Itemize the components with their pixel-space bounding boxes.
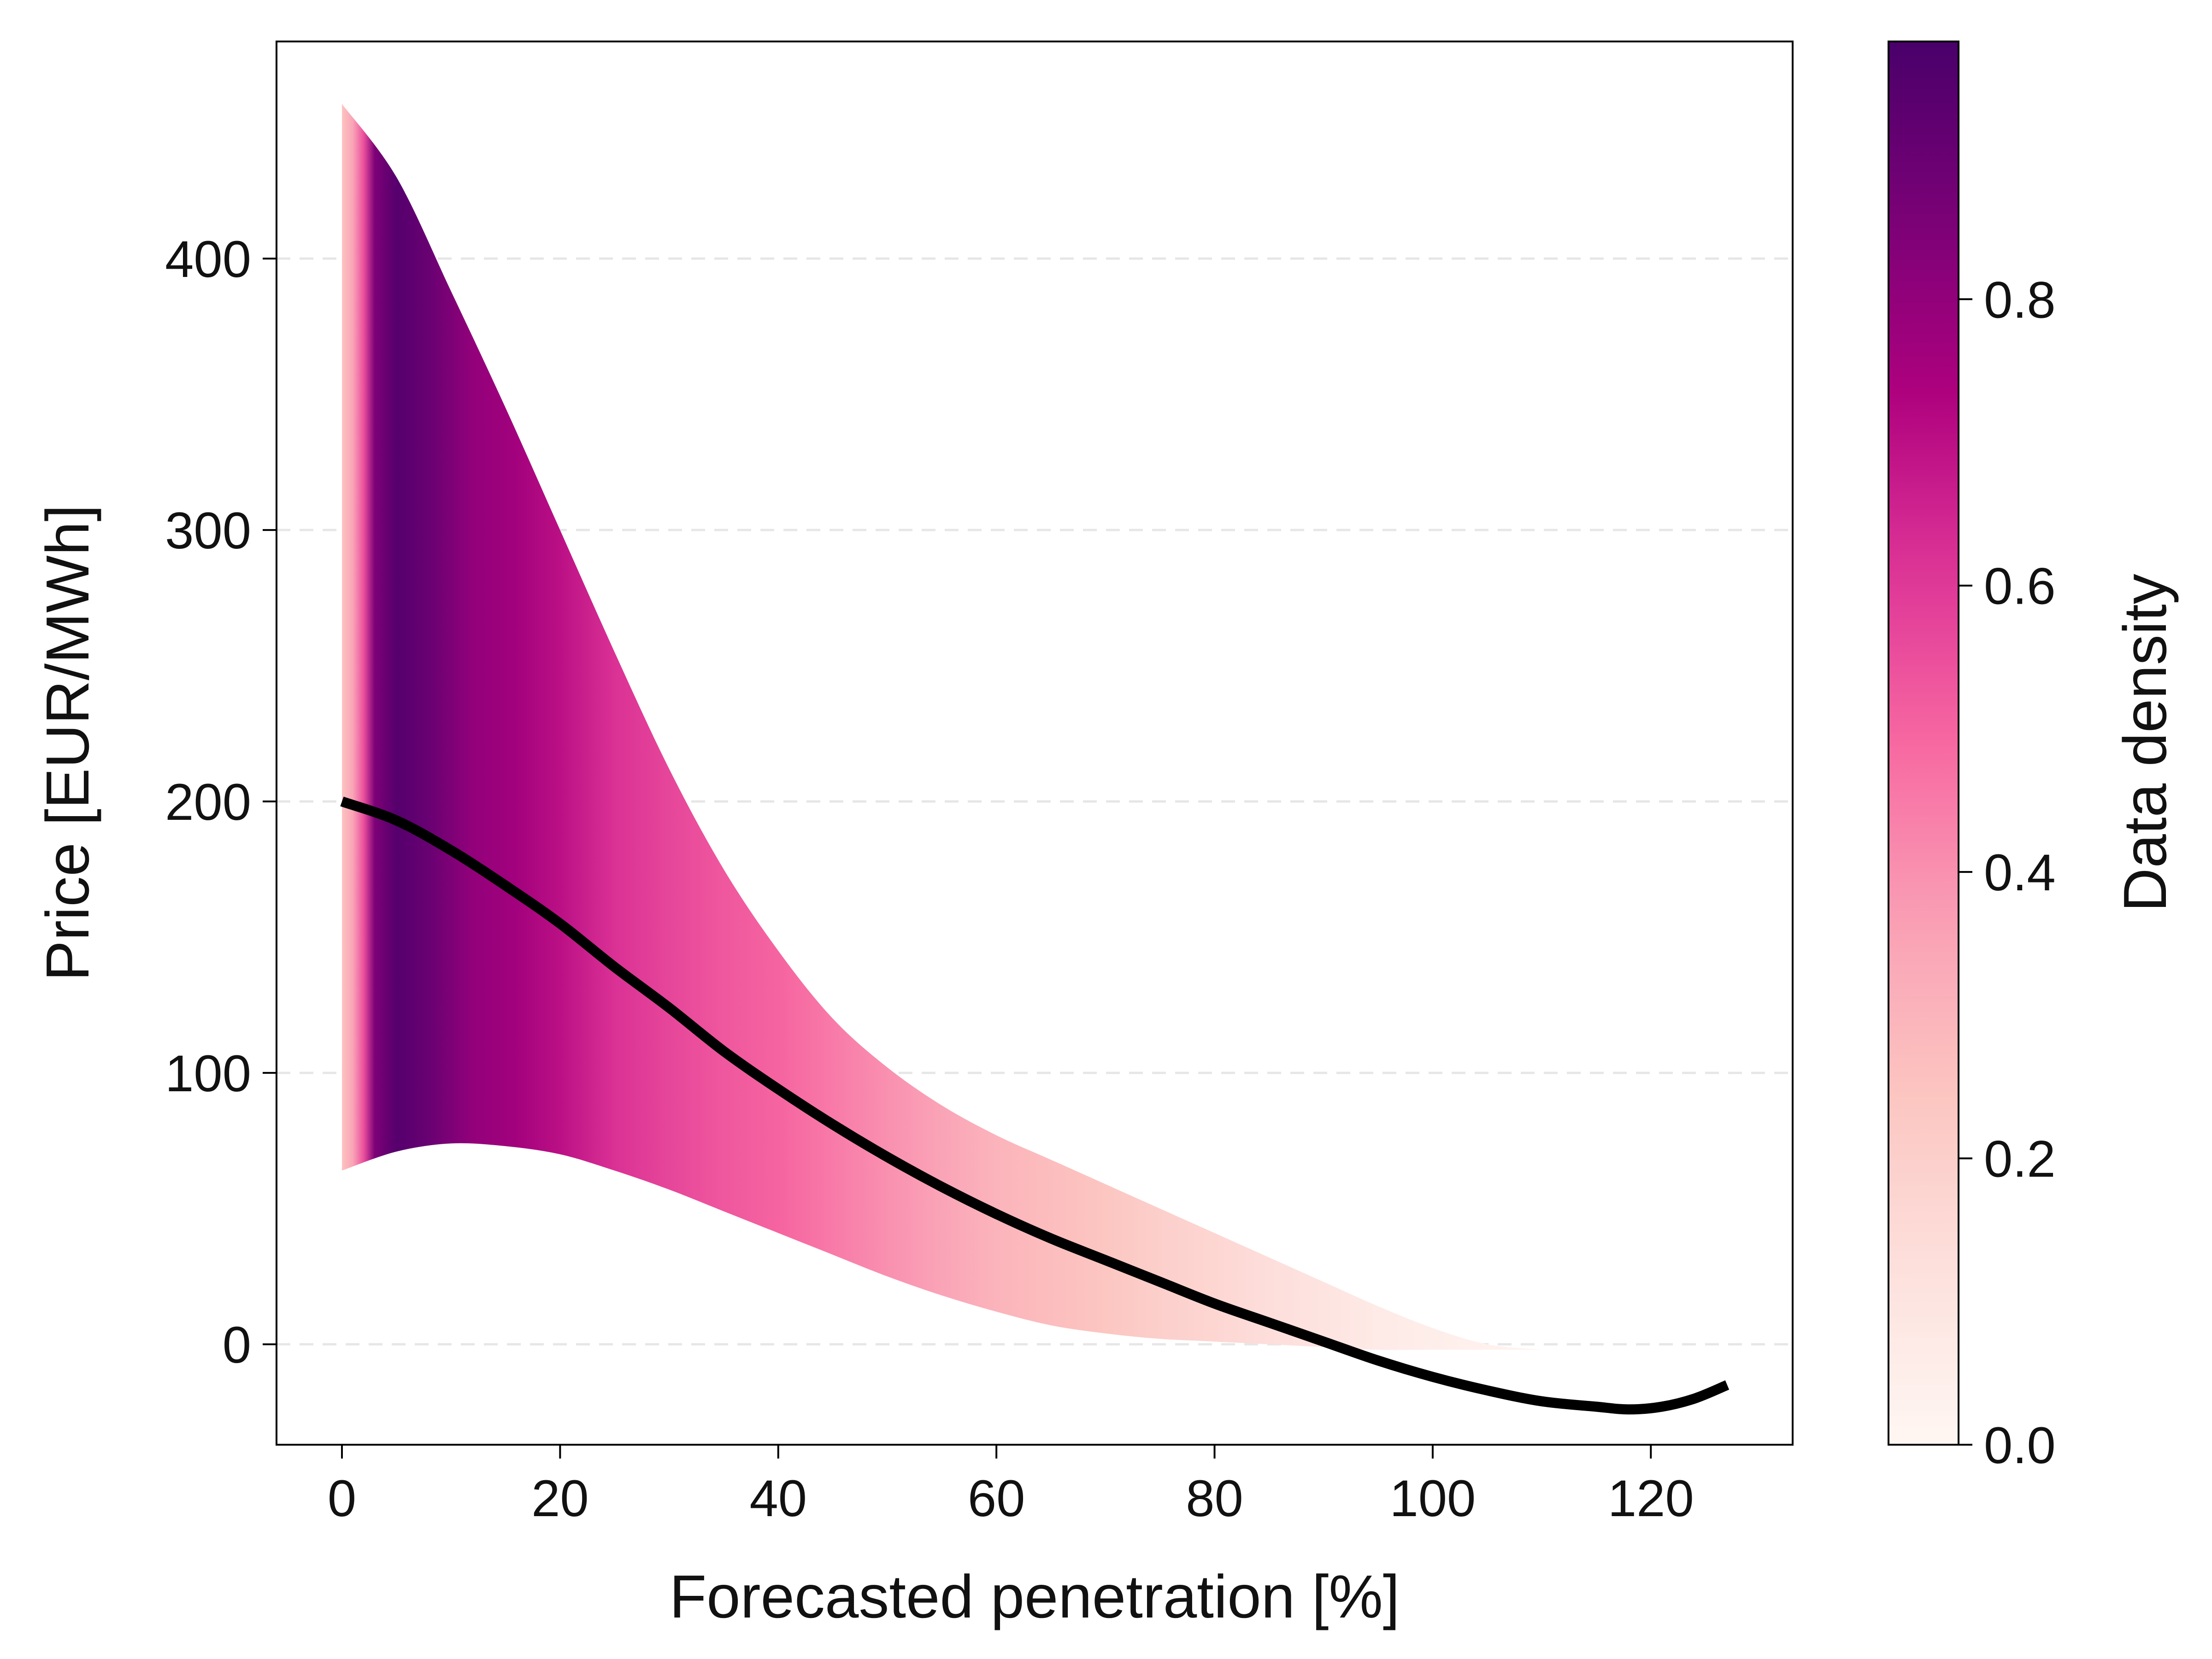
x-tick-label: 20 (531, 1470, 589, 1527)
colorbar-tick-label: 0.0 (1984, 1417, 2056, 1474)
y-axis-label: Price [EUR/MWh] (34, 505, 101, 981)
x-tick-label: 40 (749, 1470, 807, 1527)
colorbar-tick-label: 0.6 (1984, 558, 2056, 615)
colorbar (1888, 41, 1959, 1446)
x-tick-label: 80 (1186, 1470, 1243, 1527)
y-tick-label: 400 (165, 230, 251, 288)
y-axis: 0 100 200 300 400 (165, 230, 276, 1374)
colorbar-tick-label: 0.2 (1984, 1130, 2056, 1188)
x-tick-label: 0 (328, 1470, 356, 1527)
plot-frame (276, 41, 1794, 1446)
y-tick-label: 200 (165, 773, 251, 831)
x-tick-label: 120 (1608, 1470, 1694, 1527)
x-tick-label: 60 (968, 1470, 1025, 1527)
y-tick-label: 100 (165, 1045, 251, 1102)
y-tick-label: 0 (223, 1316, 251, 1374)
colorbar-label: Data density (2111, 574, 2179, 912)
colorbar-tick-label: 0.4 (1984, 844, 2056, 901)
y-tick-label: 300 (165, 502, 251, 559)
colorbar-tick-label: 0.8 (1984, 271, 2056, 329)
fit-line (340, 796, 1730, 1415)
colorbar-ticks: 0.0 0.2 0.4 0.6 0.8 (1959, 271, 2056, 1474)
x-axis-label: Forecasted penetration [%] (670, 1563, 1400, 1630)
density-band (342, 104, 1542, 1350)
x-axis: 0 20 40 60 80 100 120 (328, 1445, 1694, 1527)
x-tick-label: 100 (1389, 1470, 1476, 1527)
